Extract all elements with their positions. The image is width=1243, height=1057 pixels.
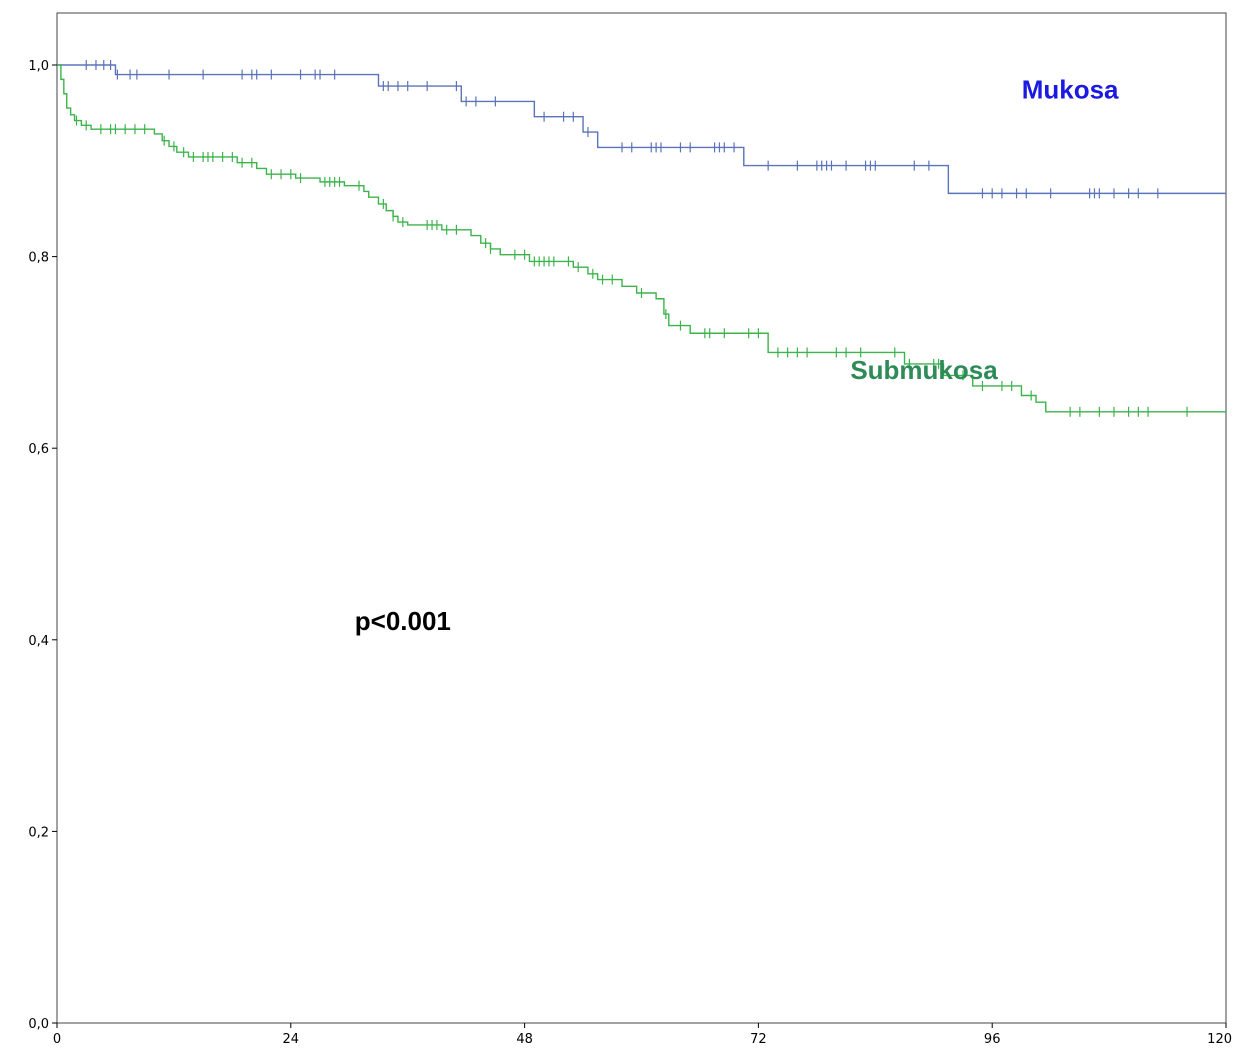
x-tick-label: 120 — [1207, 1032, 1232, 1047]
annotation-submukosa: Submukosa — [850, 355, 998, 385]
annotation-mukosa: Mukosa — [1022, 75, 1119, 105]
x-tick-label: 72 — [750, 1032, 767, 1047]
series-mukosa — [57, 60, 1226, 199]
plot-area-frame — [56, 12, 1227, 1024]
series-layer — [57, 60, 1226, 417]
series-submukosa — [57, 64, 1226, 417]
annotation-layer: Mukosa Submukosa p<0.001 — [355, 75, 1119, 637]
y-tick-label: 0,6 — [28, 442, 49, 457]
y-axis: 0,0 0,2 0,4 0,6 0,8 1,0 — [28, 59, 57, 1032]
x-tick-label: 96 — [984, 1032, 1001, 1047]
survival-curve-submukosa — [57, 64, 1226, 413]
x-tick-label: 24 — [283, 1032, 300, 1047]
annotation-p-0-001: p<0.001 — [355, 606, 451, 636]
y-tick-label: 1,0 — [28, 59, 49, 74]
y-tick-label: 0,4 — [28, 634, 49, 649]
x-tick-label: 48 — [516, 1032, 533, 1047]
x-axis: 0 24 48 72 96 120 — [53, 1023, 1232, 1047]
y-tick-label: 0,2 — [28, 825, 49, 840]
y-tick-label: 0,0 — [28, 1017, 49, 1032]
y-tick-label: 0,8 — [28, 251, 49, 266]
x-tick-label: 0 — [53, 1032, 61, 1047]
